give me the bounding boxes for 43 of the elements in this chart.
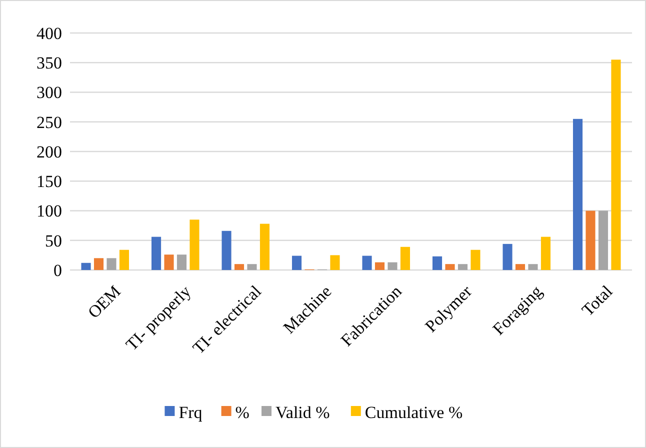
bar: [515, 264, 526, 270]
bar: [94, 258, 104, 270]
bar: [598, 210, 608, 270]
bar: [247, 264, 257, 270]
bar: [164, 254, 174, 270]
bar: [572, 118, 583, 270]
legend-label: Frq: [178, 402, 203, 422]
bar: [388, 262, 398, 270]
bar: [540, 236, 551, 270]
bar: [176, 254, 187, 270]
y-tick-label: 0: [54, 260, 62, 280]
bar: [292, 256, 302, 270]
bar: [502, 244, 512, 270]
y-tick-label: 150: [36, 172, 62, 192]
legend-label: Valid %: [276, 402, 330, 422]
bar: [81, 262, 91, 270]
bar: [432, 256, 442, 270]
bar: [260, 224, 270, 270]
y-tick-label: 300: [36, 83, 62, 102]
bar: [190, 220, 200, 270]
bar: [586, 210, 596, 270]
bar: [330, 255, 340, 270]
bar: [528, 264, 538, 270]
y-tick-label: 50: [45, 231, 62, 250]
bar: [611, 60, 621, 270]
bar: [234, 264, 244, 270]
bar: [400, 246, 410, 270]
bar: [362, 256, 372, 270]
y-tick-label: 250: [36, 112, 62, 132]
legend-label: %: [235, 402, 250, 422]
bar: [222, 230, 232, 270]
y-tick-label: 200: [36, 142, 62, 162]
y-tick-label: 400: [36, 24, 62, 43]
bar: [106, 258, 116, 270]
bar: [458, 264, 468, 270]
bar: [470, 250, 480, 270]
bar: [374, 262, 385, 270]
bar: [445, 264, 455, 270]
y-tick-label: 100: [36, 202, 62, 221]
bar: [151, 236, 162, 270]
bar: [119, 250, 130, 270]
legend-label: Cumulative %: [364, 402, 463, 422]
y-tick-label: 350: [36, 54, 62, 73]
